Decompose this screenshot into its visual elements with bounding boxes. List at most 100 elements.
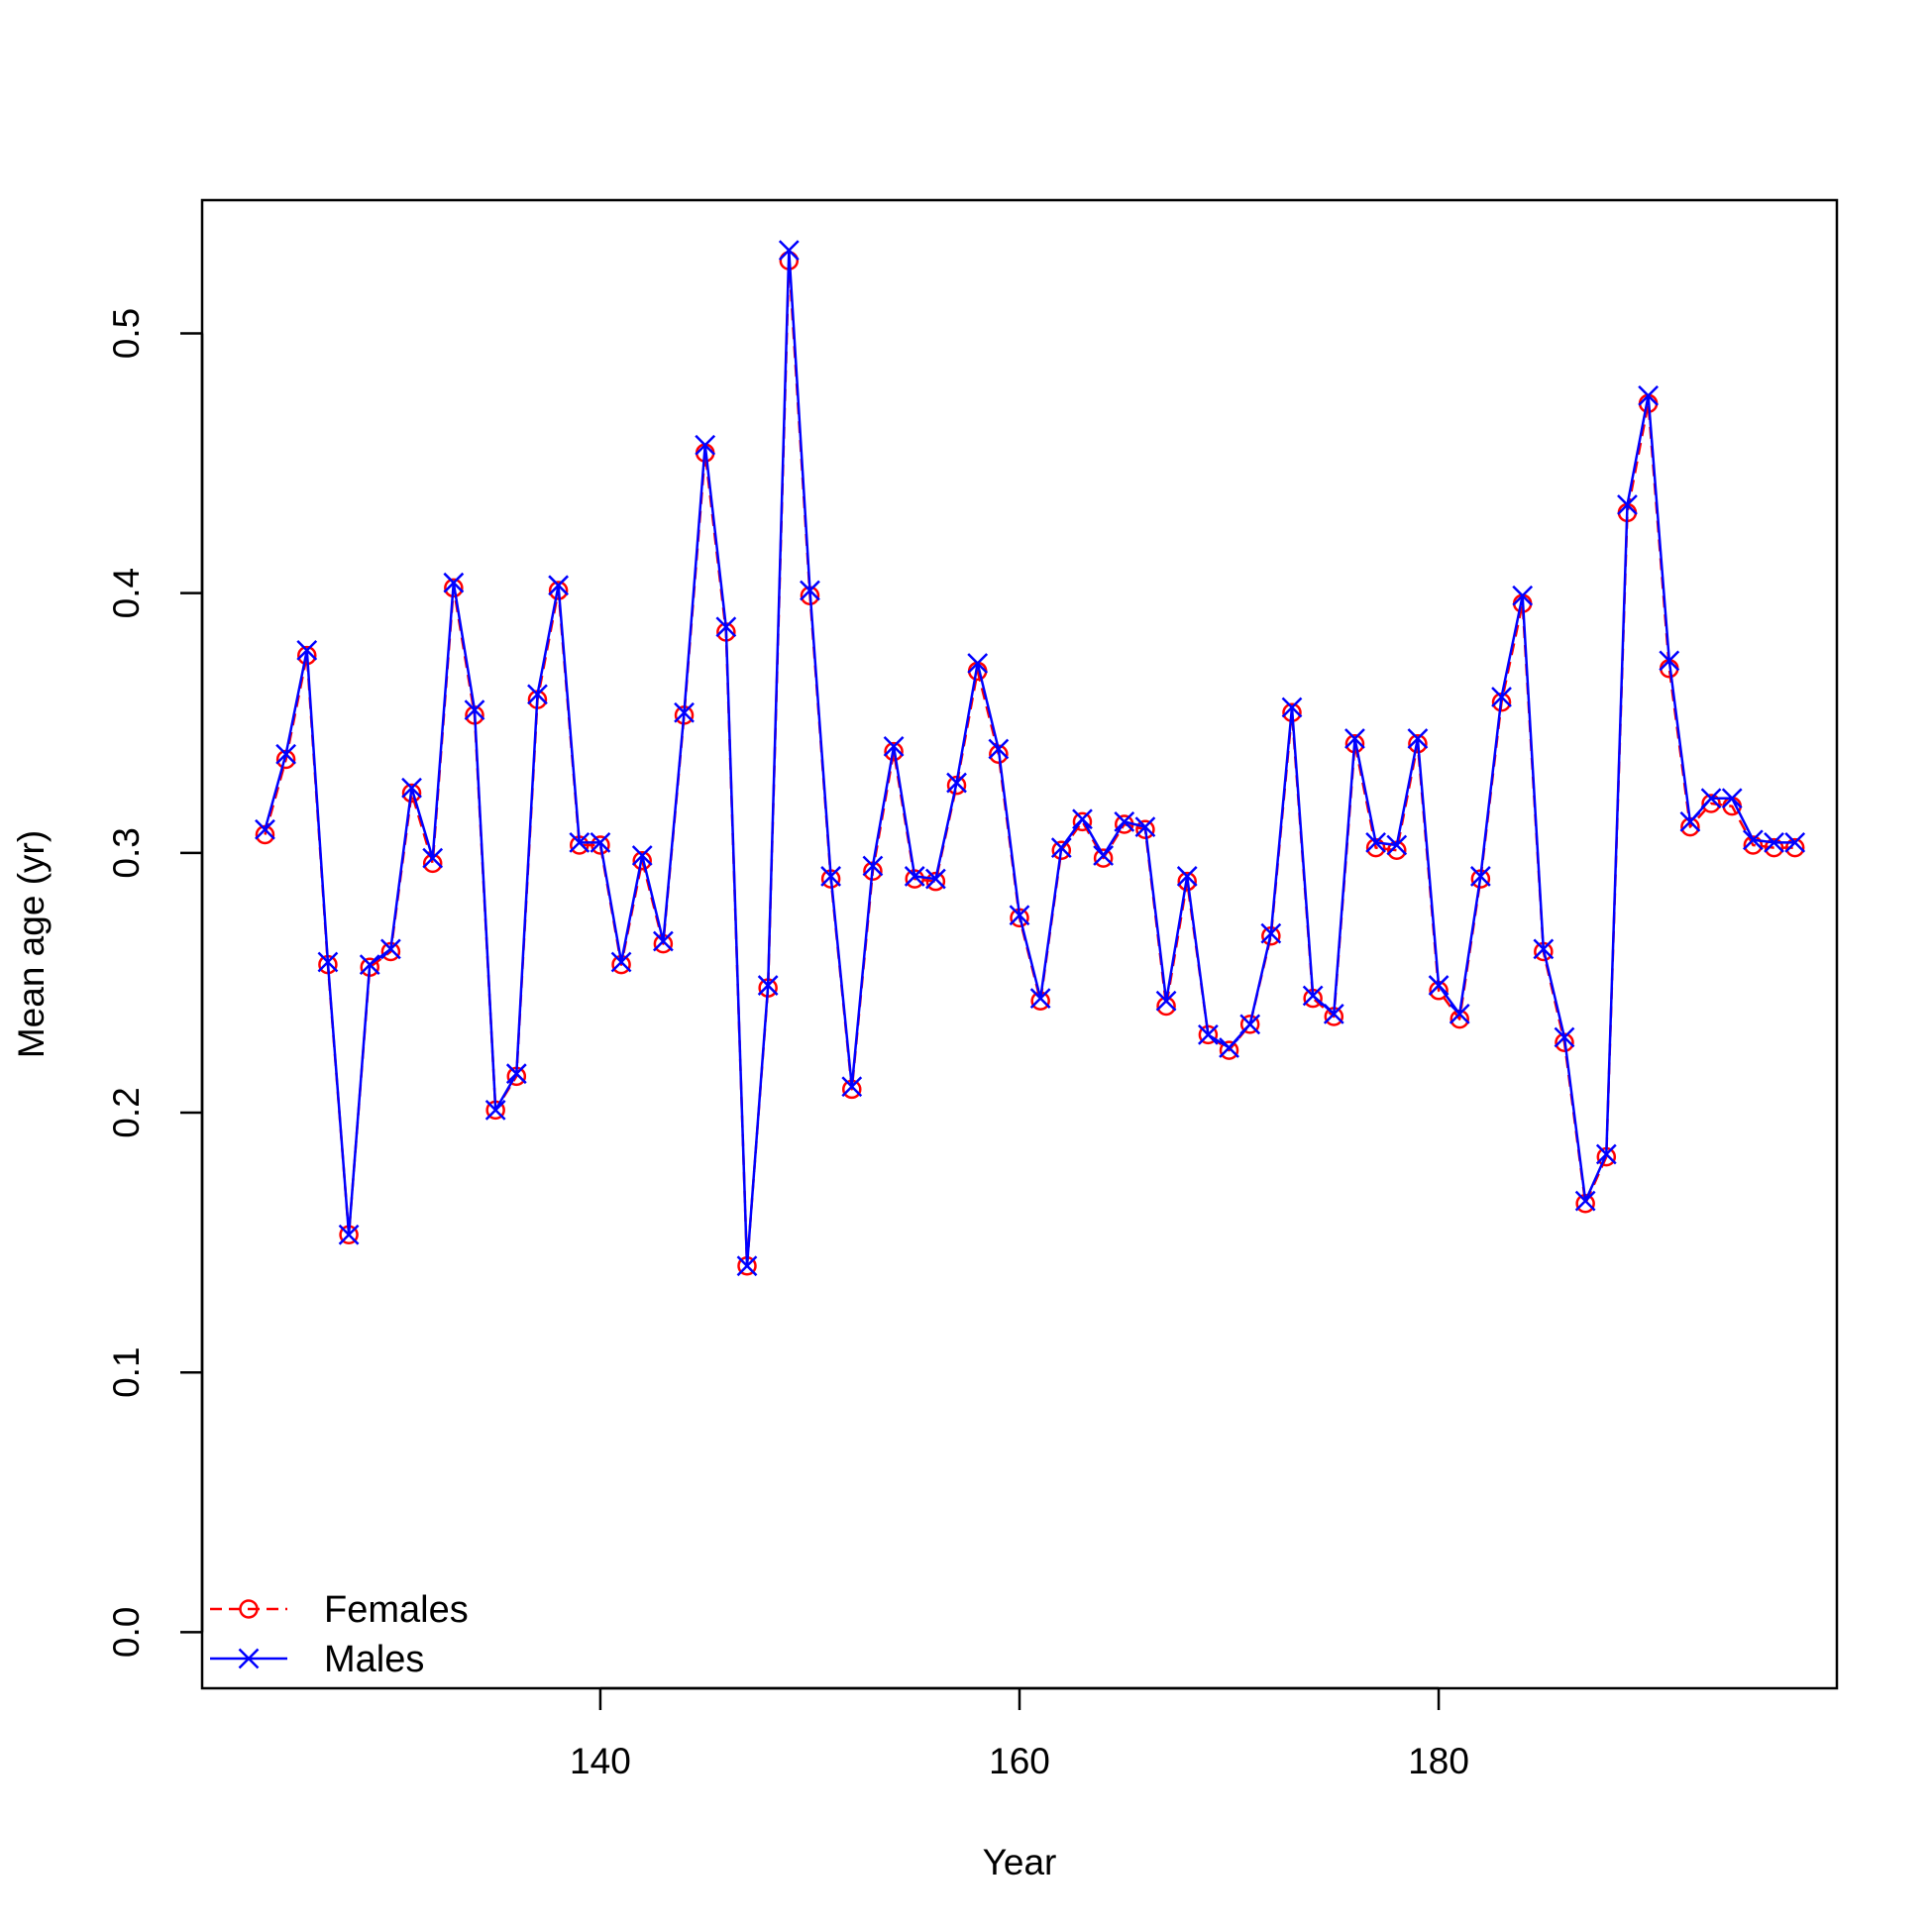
y-tick-label: 0.3 — [106, 827, 147, 878]
data-point-males — [464, 699, 485, 721]
data-point-males — [1365, 831, 1387, 853]
data-point-females — [1784, 837, 1805, 858]
data-point-males — [778, 240, 800, 261]
data-point-males — [1050, 837, 1072, 858]
series-line-males — [264, 249, 1795, 1267]
data-point-females — [925, 871, 946, 892]
data-point-males — [317, 951, 339, 973]
data-point-males — [401, 777, 422, 799]
data-point-males — [946, 772, 967, 794]
data-point-females — [1239, 1015, 1260, 1034]
data-point-males — [1344, 728, 1365, 749]
data-point-males — [1742, 829, 1764, 851]
data-point-males — [1407, 728, 1429, 749]
data-point-males — [925, 868, 946, 890]
data-point-males — [548, 575, 569, 596]
data-point-males — [1197, 1023, 1219, 1045]
data-point-males — [1574, 1190, 1596, 1212]
data-point-males — [1219, 1037, 1239, 1058]
data-point-males — [1302, 985, 1324, 1007]
series-males — [255, 240, 1806, 1277]
data-point-females — [1093, 848, 1114, 868]
data-point-males — [841, 1076, 863, 1098]
data-point-males — [967, 653, 989, 674]
data-point-females — [1701, 794, 1721, 813]
data-point-males — [1114, 811, 1135, 832]
data-point-males — [484, 1100, 506, 1121]
legend-marker-males — [238, 1648, 260, 1669]
data-point-males — [1093, 845, 1115, 866]
data-point-males — [1491, 687, 1512, 707]
data-point-males — [610, 951, 632, 973]
x-axis: 140 160 180 — [570, 1686, 1469, 1781]
data-point-males — [1638, 385, 1660, 406]
data-point-males — [1679, 811, 1701, 832]
plot-frame — [200, 198, 1839, 1690]
data-point-males — [862, 855, 884, 877]
data-point-males — [1554, 1026, 1575, 1048]
data-point-males — [1595, 1143, 1617, 1165]
data-point-males — [695, 434, 716, 456]
data-point-males — [1260, 922, 1282, 944]
data-point-females — [1743, 835, 1764, 855]
data-point-males — [1659, 650, 1680, 672]
data-point-males — [569, 831, 590, 853]
data-point-males — [653, 930, 674, 952]
data-point-males — [883, 735, 905, 757]
data-point-males — [736, 1255, 758, 1277]
data-point-males — [1469, 866, 1491, 887]
data-point-males — [1764, 831, 1784, 853]
data-point-females — [1764, 837, 1784, 858]
data-point-males — [296, 639, 318, 661]
series-line-females — [264, 259, 1795, 1267]
y-tick-label: 0.4 — [106, 568, 147, 618]
data-point-males — [380, 938, 401, 960]
data-point-males — [904, 866, 925, 887]
legend-marker-females — [239, 1599, 259, 1619]
data-point-females — [1219, 1040, 1239, 1060]
data-point-males — [1784, 831, 1806, 853]
data-point-males — [1449, 1004, 1470, 1024]
series-females — [255, 251, 1805, 1276]
data-point-males — [275, 743, 296, 765]
data-point-males — [1281, 697, 1303, 718]
y-axis-label: Mean age (yr) — [11, 830, 52, 1058]
data-point-males — [1155, 990, 1177, 1012]
data-point-males — [1512, 585, 1534, 606]
y-tick-label: 0.2 — [106, 1087, 147, 1137]
series-layer — [255, 240, 1806, 1277]
data-point-females — [1135, 819, 1155, 839]
data-point-males — [1617, 494, 1638, 515]
data-point-males — [1386, 834, 1408, 856]
y-axis: 0.0 0.1 0.2 0.3 0.4 0.5 — [106, 308, 204, 1658]
x-axis-label: Year — [983, 1842, 1057, 1882]
data-point-females — [632, 850, 652, 871]
data-point-males — [1009, 905, 1030, 926]
y-tick-label: 0.5 — [106, 308, 147, 359]
legend-label-females: Females — [324, 1589, 469, 1631]
data-point-females — [1177, 871, 1197, 892]
data-point-females — [1072, 811, 1093, 832]
legend-label-males: Males — [324, 1639, 424, 1680]
data-point-males — [715, 616, 737, 638]
data-point-males — [820, 866, 841, 887]
x-tick-label: 160 — [989, 1741, 1050, 1781]
data-point-males — [988, 738, 1010, 760]
data-point-females — [884, 741, 904, 762]
data-point-males — [631, 845, 653, 866]
data-point-males — [590, 831, 611, 853]
data-point-females — [590, 835, 610, 855]
data-point-males — [338, 1224, 360, 1245]
data-point-males — [1533, 938, 1555, 960]
data-point-males — [1239, 1014, 1261, 1035]
data-point-females — [1051, 840, 1072, 860]
data-point-males — [527, 684, 548, 705]
data-point-males — [1029, 988, 1051, 1010]
data-point-males — [674, 701, 695, 723]
x-tick-label: 180 — [1408, 1741, 1469, 1781]
x-tick-label: 140 — [570, 1741, 631, 1781]
data-point-males — [443, 572, 465, 593]
data-point-males — [1323, 1004, 1344, 1024]
data-point-males — [505, 1063, 527, 1085]
